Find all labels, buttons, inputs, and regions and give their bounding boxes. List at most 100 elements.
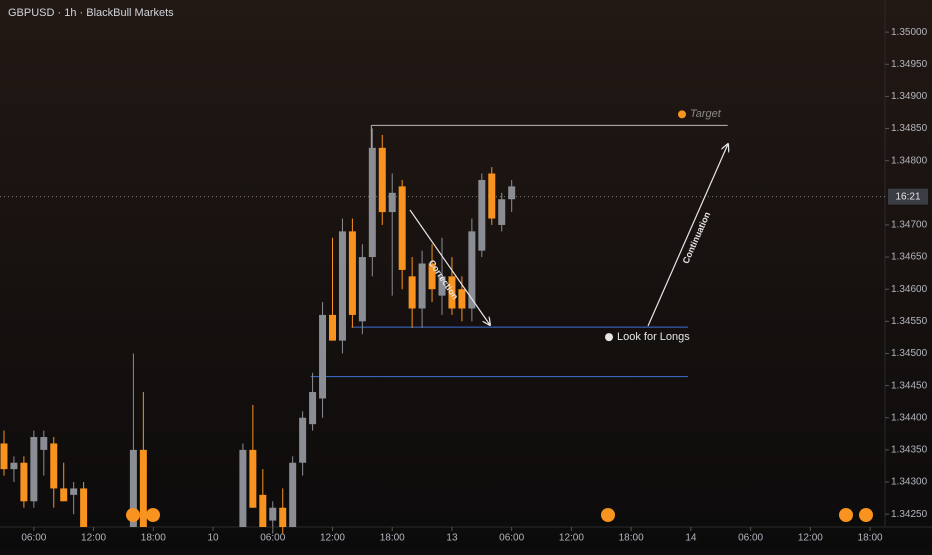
candle-body: [508, 186, 516, 200]
candle: [378, 134, 386, 225]
candle-body: [488, 173, 496, 219]
candle-body: [368, 147, 376, 258]
y-tick-label: 1.35000: [891, 27, 928, 38]
level-icon: [678, 110, 686, 119]
candle-body: [249, 449, 257, 508]
candle: [478, 173, 486, 258]
x-tick-label: 12:00: [320, 533, 345, 544]
candle-body: [338, 231, 346, 341]
correction-arrow: [409, 209, 490, 325]
candle-body: [408, 276, 416, 309]
x-tick-label: 06:00: [738, 533, 763, 544]
x-tick-label: 12:00: [798, 533, 823, 544]
candle-body: [418, 263, 426, 309]
candle: [328, 237, 336, 341]
candle: [319, 302, 327, 418]
candle-body: [70, 488, 78, 495]
candle-body: [388, 192, 396, 213]
y-tick-label: 1.34700: [891, 220, 928, 231]
x-tick-label: 12:00: [559, 533, 584, 544]
candle: [80, 482, 88, 527]
candle: [358, 244, 366, 335]
y-tick-label: 1.34550: [891, 316, 928, 327]
candle: [30, 430, 38, 508]
candle: [438, 237, 446, 315]
candle-body: [20, 462, 28, 502]
candle-body: [378, 147, 386, 213]
candle-body: [40, 437, 48, 450]
candle: [388, 173, 396, 296]
candle: [129, 353, 137, 527]
x-tick-label: 10: [207, 533, 219, 544]
x-tick-label: 06:00: [21, 533, 46, 544]
candle: [239, 443, 247, 527]
candle: [259, 469, 267, 527]
candle-body: [139, 449, 147, 527]
candle: [50, 437, 58, 508]
y-tick-label: 1.34500: [891, 348, 928, 359]
candle: [139, 392, 147, 527]
candle-body: [259, 494, 267, 527]
candle: [10, 456, 18, 483]
y-tick-label: 1.34800: [891, 155, 928, 166]
level-icon: [605, 333, 613, 342]
x-tick-label: 13: [446, 533, 458, 544]
continuation-arrow: [647, 144, 728, 327]
candle: [70, 482, 78, 515]
candle: [418, 250, 426, 328]
event-icon[interactable]: [146, 508, 160, 522]
y-tick-label: 1.34350: [891, 445, 928, 456]
countdown: 16:21: [895, 191, 920, 202]
candle: [498, 192, 506, 232]
y-tick-label: 1.34400: [891, 412, 928, 423]
candle-body: [478, 179, 486, 251]
y-tick-label: 1.34250: [891, 509, 928, 520]
x-tick-label: 06:00: [260, 533, 285, 544]
x-tick-label: 18:00: [619, 533, 644, 544]
candle: [249, 404, 257, 508]
y-tick-label: 1.34900: [891, 91, 928, 102]
candle: [408, 257, 416, 328]
candle-body: [279, 507, 287, 527]
candle-body: [50, 443, 58, 489]
candle-body: [60, 488, 68, 502]
y-tick-label: 1.34300: [891, 477, 928, 488]
y-tick-label: 1.34650: [891, 252, 928, 263]
candle-body: [498, 199, 506, 225]
candle-body: [80, 488, 88, 527]
candle-body: [309, 392, 317, 425]
candle: [488, 167, 496, 225]
x-tick-label: 18:00: [141, 533, 166, 544]
candle: [368, 128, 376, 277]
event-icon[interactable]: [839, 508, 853, 522]
y-tick-label: 1.34950: [891, 59, 928, 70]
candle-body: [319, 314, 327, 399]
event-icon[interactable]: [601, 508, 615, 522]
candle: [20, 456, 28, 508]
candle-body: [348, 231, 356, 315]
y-tick-label: 1.34600: [891, 284, 928, 295]
candle: [40, 430, 48, 476]
candle: [299, 411, 307, 476]
candle: [289, 456, 297, 527]
x-tick-label: 12:00: [81, 533, 106, 544]
candle-body: [289, 462, 297, 527]
candle: [428, 244, 436, 303]
event-icon[interactable]: [859, 508, 873, 522]
candle-body: [129, 449, 137, 527]
candle-body: [269, 507, 277, 521]
candle-body: [0, 443, 8, 470]
candle-body: [458, 289, 466, 309]
countdown-box: [888, 188, 928, 205]
event-icon[interactable]: [126, 508, 140, 522]
candle: [448, 257, 456, 315]
chart-title: GBPUSD · 1h · BlackBull Markets: [8, 7, 174, 19]
candle-body: [328, 314, 336, 341]
candle-body: [358, 257, 366, 322]
y-tick-label: 1.34450: [891, 380, 928, 391]
candle-body: [398, 186, 406, 270]
candle: [348, 218, 356, 328]
